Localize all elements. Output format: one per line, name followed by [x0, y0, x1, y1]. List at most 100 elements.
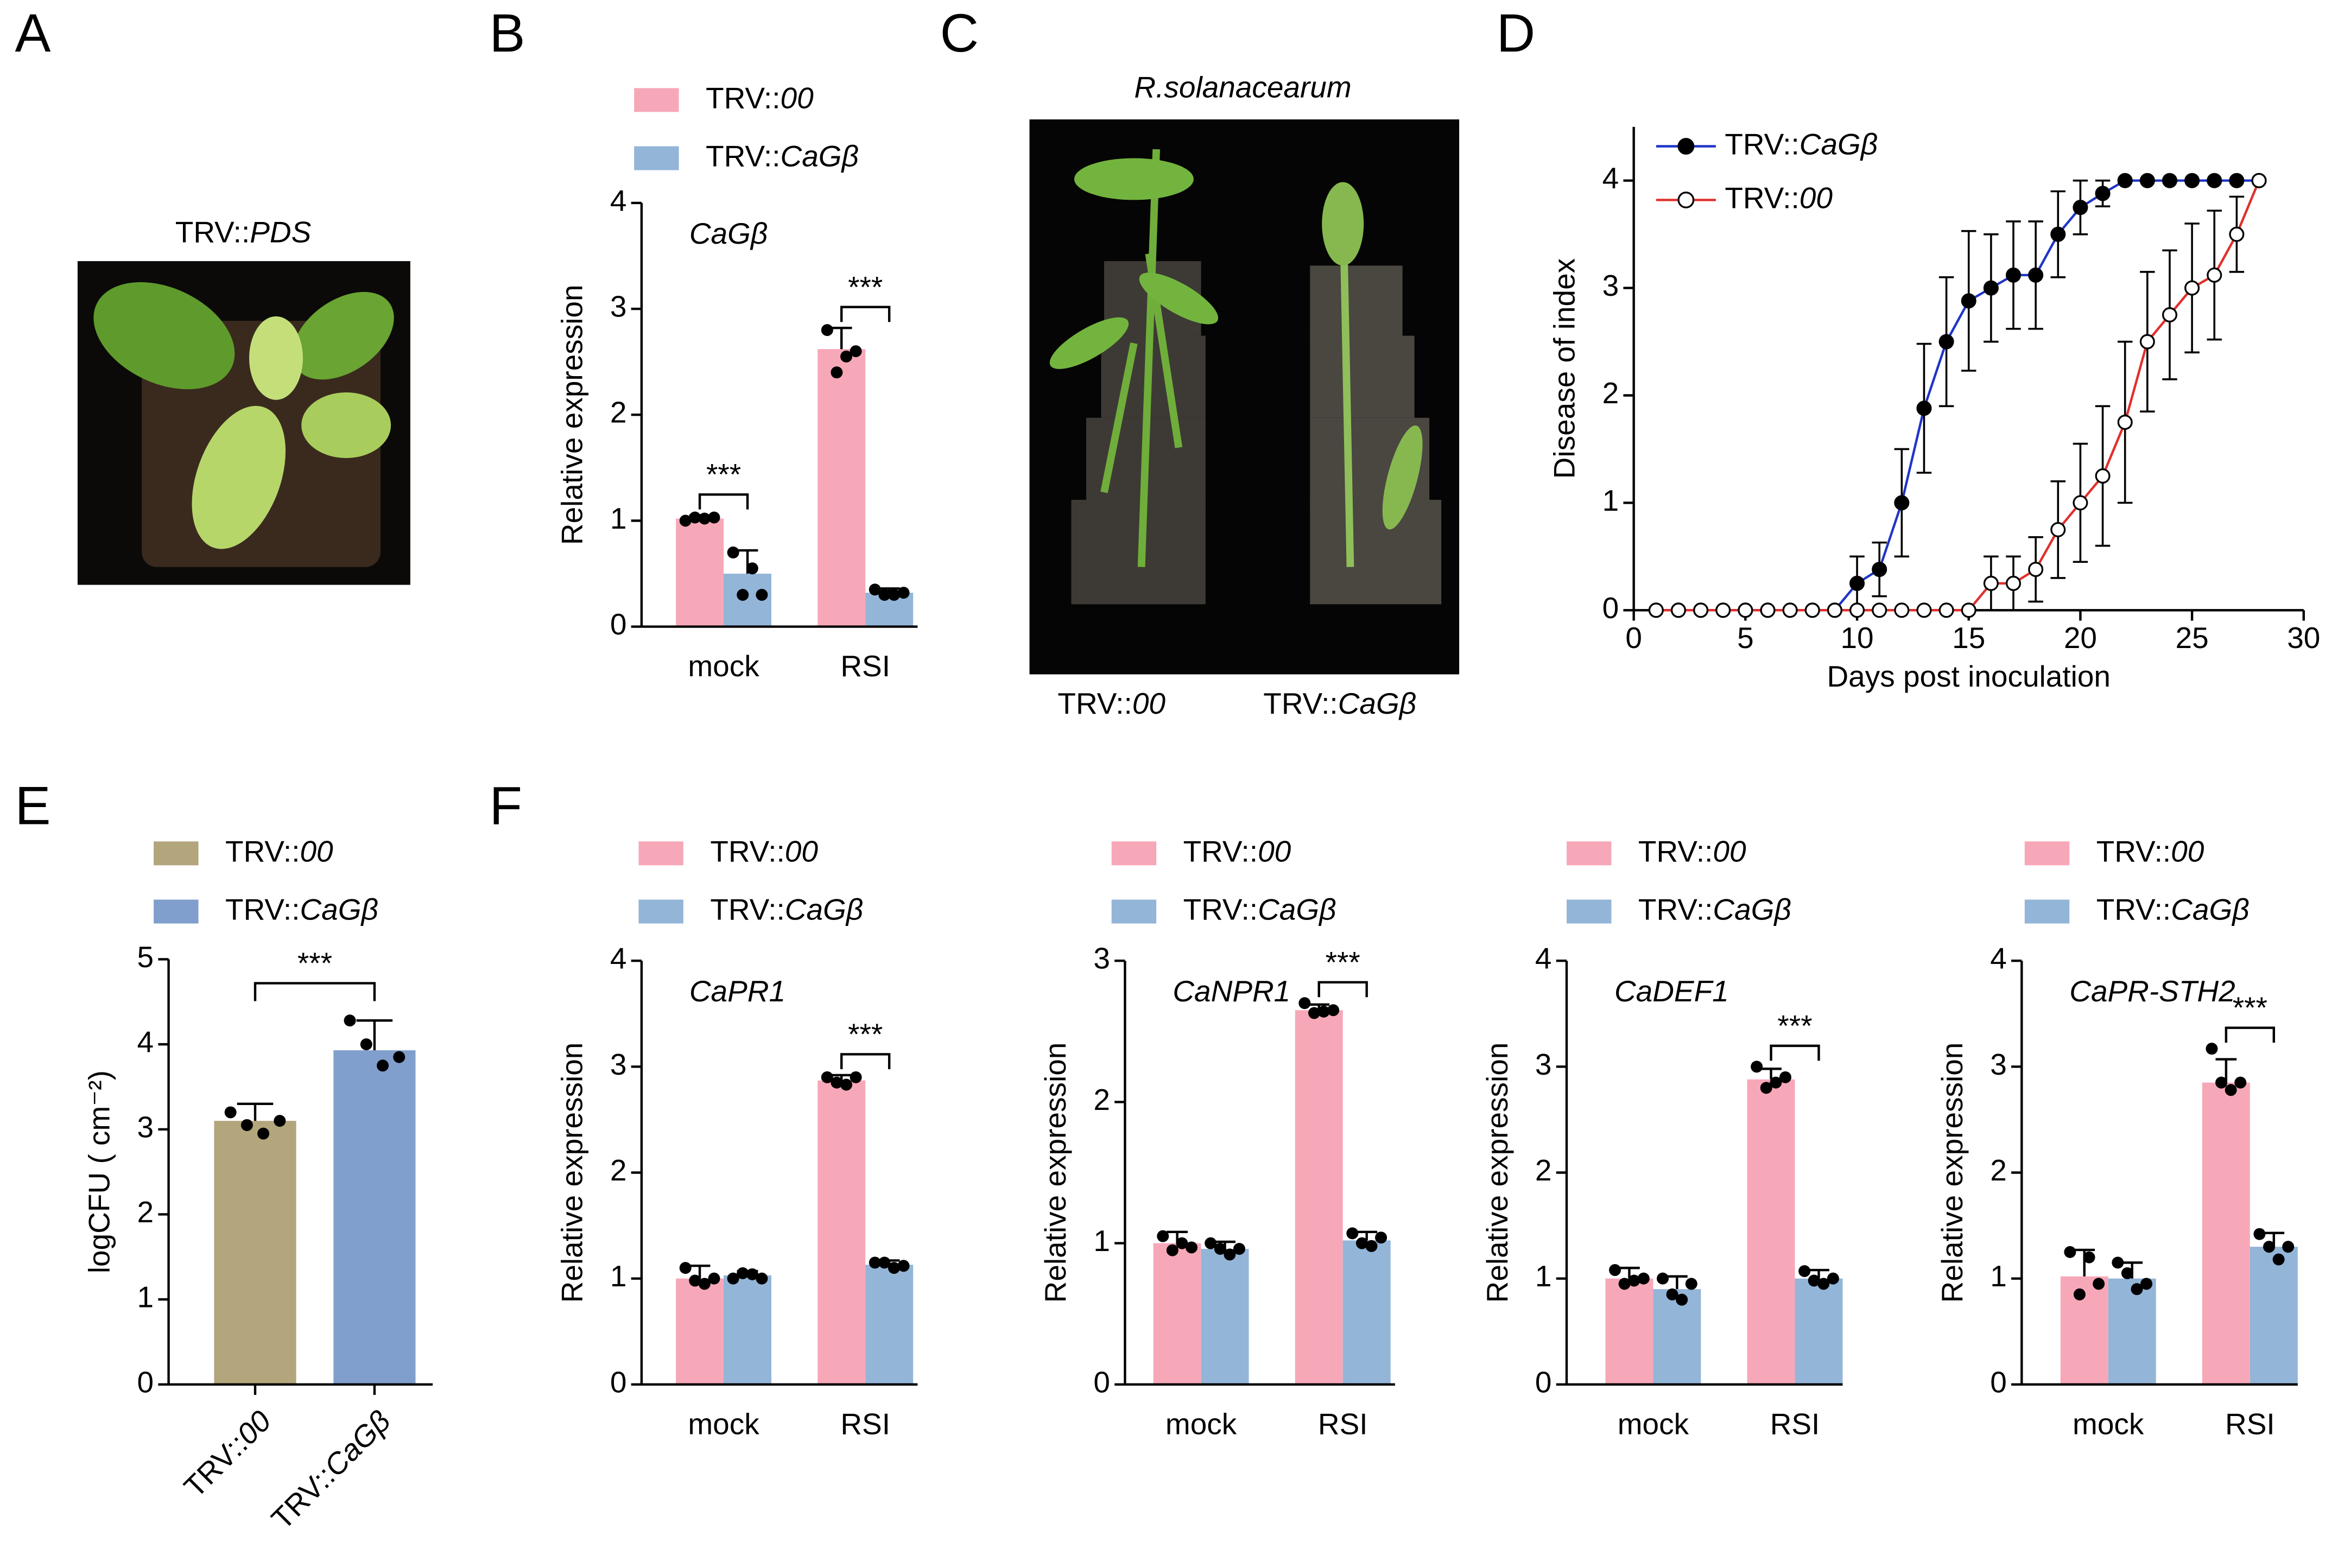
data-point — [1186, 1241, 1197, 1254]
photo-a — [77, 261, 410, 585]
data-point — [756, 588, 768, 601]
data-point — [1760, 1082, 1772, 1094]
significance-label: *** — [1777, 1008, 1812, 1042]
bar — [1295, 1010, 1343, 1385]
y-tick-label: 2 — [1990, 1153, 2007, 1187]
significance-bracket — [698, 493, 749, 510]
data-point — [1346, 1227, 1359, 1240]
legend-swatch — [638, 841, 683, 866]
marker — [2162, 307, 2177, 323]
data-point — [1827, 1272, 1839, 1285]
x-tick-label: mock — [2073, 1407, 2144, 1440]
bar — [676, 518, 724, 627]
bar — [818, 349, 866, 627]
x-tick-label: RSI — [1770, 1407, 1820, 1440]
data-point — [393, 1051, 405, 1063]
data-point — [746, 562, 758, 575]
data-point — [869, 583, 881, 596]
y-tick-label: 2 — [1602, 376, 1619, 410]
marker — [2184, 280, 2200, 296]
marker — [1693, 602, 1709, 618]
marker — [2028, 562, 2044, 577]
marker — [2005, 267, 2022, 283]
marker — [2117, 414, 2133, 430]
leaf — [93, 282, 235, 390]
data-point — [2083, 1251, 2095, 1264]
data-point — [679, 515, 692, 527]
data-point — [1365, 1240, 1378, 1252]
legend-swatch — [1111, 841, 1157, 866]
y-tick-label: 4 — [1990, 942, 2007, 975]
data-point — [1214, 1243, 1226, 1255]
data-point — [1157, 1230, 1169, 1242]
bar — [333, 1050, 416, 1385]
chart-title: CaGβ — [689, 217, 768, 250]
legend-swatch — [634, 146, 679, 170]
legend-label: TRV::CaGβ — [2096, 892, 2250, 926]
data-point — [698, 512, 711, 525]
marker — [2184, 173, 2200, 188]
data-point — [377, 1059, 389, 1072]
legend-label: TRV::CaGβ — [710, 892, 863, 926]
data-point — [1298, 997, 1311, 1010]
data-point — [888, 1262, 900, 1274]
significance-label: *** — [2233, 991, 2267, 1024]
error-bar — [356, 1019, 393, 1051]
marker — [2095, 186, 2111, 201]
data-point — [1224, 1248, 1236, 1261]
error-bar — [1356, 1230, 1378, 1241]
error-bar — [1760, 1068, 1782, 1080]
leaf — [1049, 317, 1129, 369]
significance-label: *** — [848, 1017, 883, 1051]
photo-label: TRV::CaGβ — [1263, 687, 1416, 720]
y-tick-label: 4 — [1602, 161, 1619, 195]
data-point — [1375, 1231, 1387, 1244]
x-tick-label: TRV::00 — [177, 1404, 277, 1504]
marker — [2005, 575, 2022, 591]
data-point — [878, 588, 891, 601]
y-axis-label: Relative expression — [1038, 1043, 1072, 1303]
leaf — [249, 316, 303, 400]
bar — [1795, 1278, 1843, 1385]
pot — [1101, 335, 1206, 418]
data-point — [821, 324, 833, 337]
legend-swatch — [154, 841, 199, 866]
data-point — [737, 588, 749, 601]
marker — [1648, 602, 1664, 618]
data-point — [1317, 1005, 1330, 1018]
marker — [2207, 267, 2222, 283]
marker — [1916, 602, 1932, 618]
data-point — [2121, 1267, 2133, 1279]
legend-label: TRV::00 — [1638, 834, 1746, 868]
data-point — [1176, 1237, 1188, 1249]
y-tick-label: 2 — [1093, 1083, 1110, 1116]
x-tick-label: 30 — [2287, 621, 2320, 655]
legend-label: TRV::00 — [225, 834, 333, 868]
y-tick-label: 1 — [610, 501, 627, 535]
data-point — [360, 1038, 372, 1051]
marker — [1894, 495, 1910, 511]
legend-swatch — [154, 899, 199, 924]
data-point — [2206, 1043, 2218, 1055]
y-tick-label: 1 — [1602, 484, 1619, 517]
data-point — [689, 1274, 701, 1287]
x-tick-label: mock — [688, 649, 759, 683]
data-point — [1166, 1244, 1178, 1256]
marker — [1983, 575, 1999, 591]
bar — [724, 1275, 772, 1385]
data-point — [1233, 1243, 1245, 1255]
data-point — [2093, 1278, 2105, 1290]
significance-label: *** — [706, 458, 741, 491]
marker — [2229, 173, 2245, 188]
marker — [2139, 173, 2155, 188]
y-axis-label: Relative expression — [555, 1043, 589, 1303]
data-point — [1798, 1265, 1811, 1277]
error-bar — [1667, 1275, 1688, 1290]
data-point — [850, 345, 862, 358]
marker — [2207, 173, 2222, 188]
marker — [2050, 226, 2066, 242]
y-axis-label: Relative expression — [1480, 1043, 1514, 1303]
data-point — [1308, 1007, 1320, 1019]
leaf — [1139, 272, 1219, 325]
x-tick-label: mock — [688, 1407, 759, 1440]
